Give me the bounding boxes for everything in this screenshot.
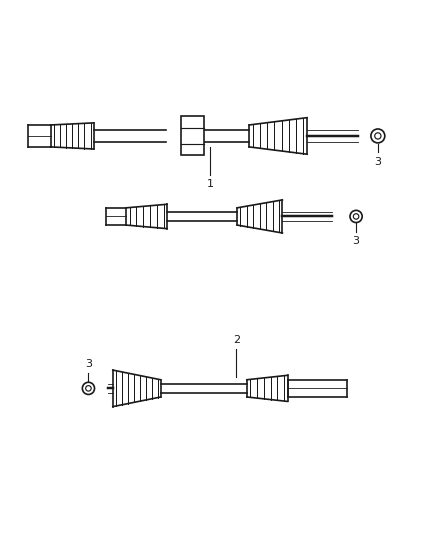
Bar xyxy=(181,116,205,156)
Text: 2: 2 xyxy=(233,335,240,345)
Text: 3: 3 xyxy=(353,236,360,246)
Text: 3: 3 xyxy=(374,157,381,167)
Text: 3: 3 xyxy=(85,359,92,369)
Text: 1: 1 xyxy=(207,180,214,189)
